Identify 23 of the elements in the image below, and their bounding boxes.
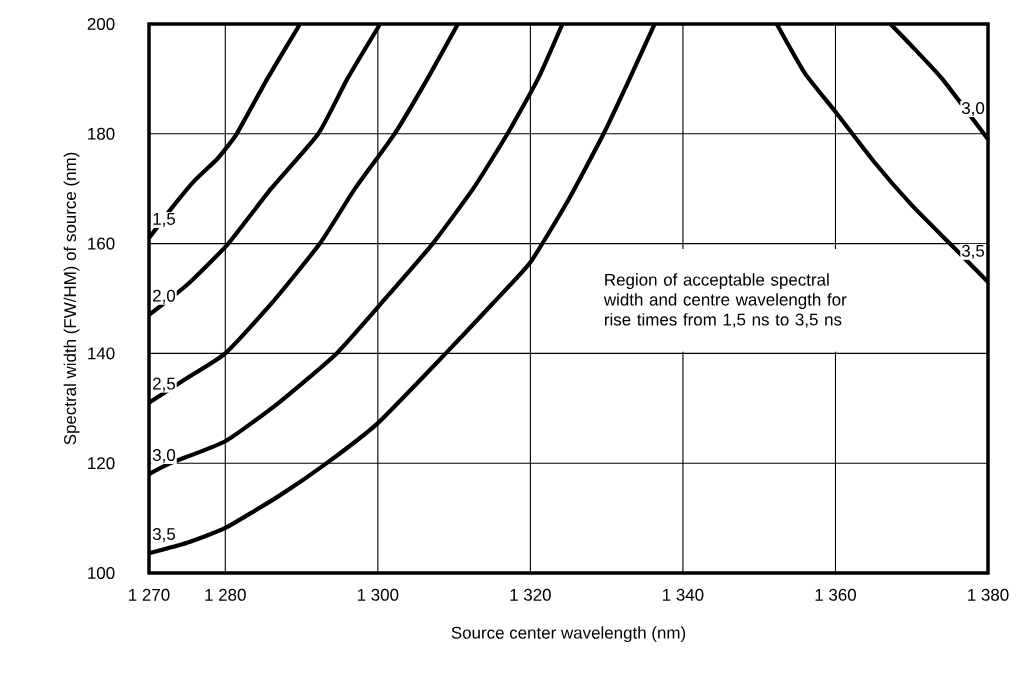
y-tick-label: 100 xyxy=(88,566,115,579)
x-tick-label: 1 270 xyxy=(129,588,170,601)
x-axis-title: Source center wavelength (nm) xyxy=(451,626,686,643)
series-label: 2,5 xyxy=(153,377,176,392)
y-axis-title: Spectral width (FW/HM) of source (nm) xyxy=(63,152,80,445)
x-tick-label: 1 360 xyxy=(815,588,856,601)
y-tick-label: 180 xyxy=(88,127,115,140)
x-tick-label: 1 340 xyxy=(663,588,704,601)
series-label: 3,0 xyxy=(152,448,176,463)
x-tick-label: 1 380 xyxy=(968,588,1009,601)
series-label: 1,5 xyxy=(153,213,176,227)
series-label: 3,5 xyxy=(152,528,176,543)
y-tick-label: 200 xyxy=(87,17,115,30)
y-tick-label: 140 xyxy=(88,347,115,360)
y-tick-label: 160 xyxy=(88,237,115,250)
series-label: 2,0 xyxy=(153,289,176,304)
annotation: Region of acceptable spectral width and centre wavelength for rise times from 1,5 ns to 3,5 ns xyxy=(603,273,847,328)
series-label: 3,0 xyxy=(961,102,985,117)
x-tick-label: 1 300 xyxy=(357,588,399,601)
x-tick-label: 1 320 xyxy=(510,588,551,601)
x-tick-label: 1 280 xyxy=(205,588,246,601)
y-tick-label: 120 xyxy=(88,457,115,470)
series-label: 3,5 xyxy=(961,244,985,259)
